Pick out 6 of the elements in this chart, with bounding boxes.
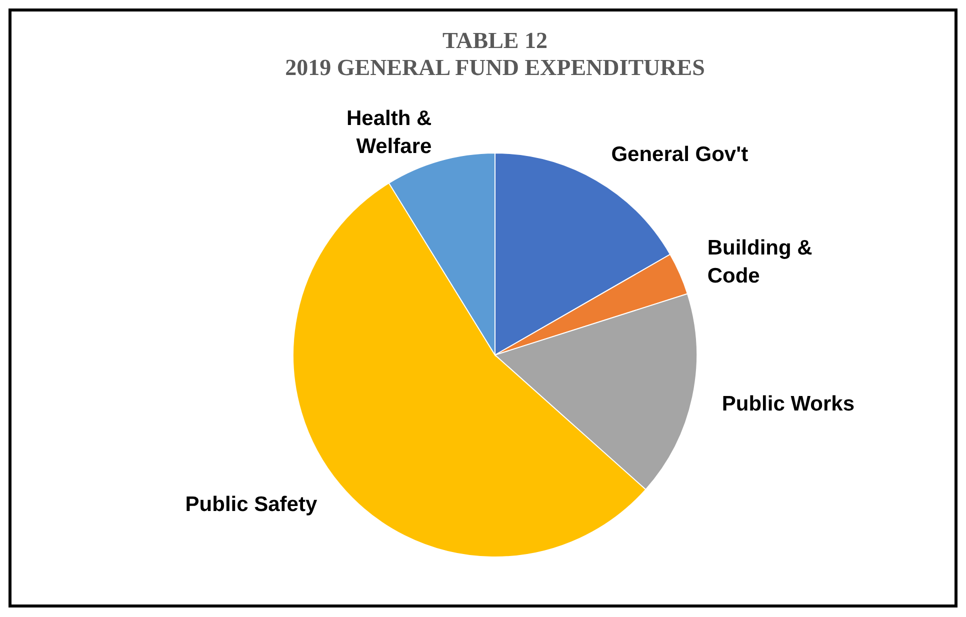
slice-label: Health & Welfare (346, 106, 432, 158)
slice-label: General Gov't (611, 143, 748, 166)
slice-label: Public Safety (185, 493, 318, 516)
chart-title: TABLE 12 2019 GENERAL FUND EXPENDITURES (285, 28, 705, 80)
slice-label: Building & Code (707, 236, 812, 288)
slice-label: Public Works (722, 392, 855, 416)
